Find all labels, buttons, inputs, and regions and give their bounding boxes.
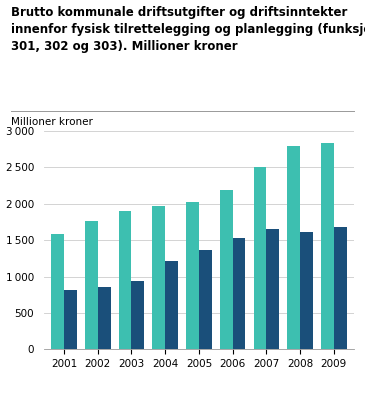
Bar bbox=[64, 291, 77, 349]
Bar bbox=[165, 261, 178, 349]
Legend: Brutto driftsutgifter, Brutto driftsinntekter: Brutto driftsutgifter, Brutto driftsinnt… bbox=[66, 394, 332, 397]
Bar bbox=[287, 146, 300, 349]
Bar bbox=[199, 250, 212, 349]
Bar bbox=[334, 227, 347, 349]
Bar bbox=[233, 238, 245, 349]
Bar bbox=[98, 287, 111, 349]
Text: Brutto kommunale driftsutgifter og driftsinntekter
innenfor fysisk tilretteleggi: Brutto kommunale driftsutgifter og drift… bbox=[11, 6, 365, 53]
Bar bbox=[300, 232, 313, 349]
Bar bbox=[266, 229, 279, 349]
Bar bbox=[321, 143, 334, 349]
Bar bbox=[153, 206, 165, 349]
Text: Millioner kroner: Millioner kroner bbox=[11, 117, 93, 127]
Bar bbox=[254, 168, 266, 349]
Bar bbox=[186, 202, 199, 349]
Bar bbox=[220, 190, 233, 349]
Bar bbox=[51, 234, 64, 349]
Bar bbox=[131, 281, 144, 349]
Bar bbox=[119, 211, 131, 349]
Bar bbox=[85, 221, 98, 349]
